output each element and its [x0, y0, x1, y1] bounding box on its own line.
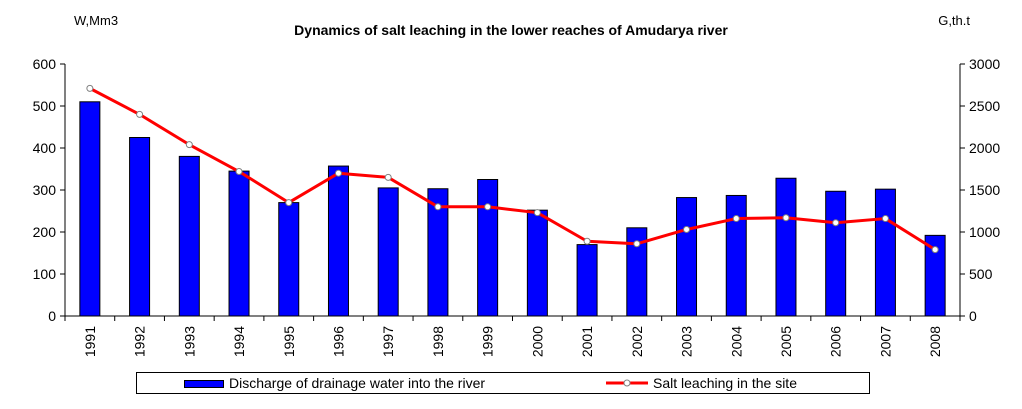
line-point-2005 — [782, 214, 790, 222]
line-point-1992 — [136, 110, 144, 118]
line-point-1998 — [434, 203, 442, 211]
bar-1999 — [477, 179, 499, 317]
line-point-1999 — [484, 203, 492, 211]
bar-1996 — [327, 165, 349, 317]
x-tick-label: 2002 — [629, 326, 645, 357]
line-point-2007 — [881, 215, 889, 223]
legend-line-label: Salt leaching in the site — [653, 375, 797, 391]
bar-2001 — [576, 244, 598, 317]
line-point-2000 — [533, 209, 541, 217]
line-series — [86, 84, 939, 254]
legend-line-swatch — [606, 379, 648, 387]
y-right-tick-label: 2500 — [969, 98, 1000, 114]
bar-1993 — [178, 155, 200, 317]
y-left-tick-label: 100 — [33, 266, 57, 282]
bar-1997 — [377, 187, 399, 317]
x-tick-label: 1993 — [181, 326, 197, 357]
y-left-tick-label: 500 — [33, 98, 57, 114]
bar-2005 — [775, 177, 797, 317]
y-axis-right-label: G,th.t — [938, 13, 970, 28]
line-point-1991 — [86, 84, 94, 92]
chart-title: Dynamics of salt leaching in the lower r… — [294, 22, 728, 38]
salt-line — [89, 87, 936, 251]
chart-axes: 0 100 200 300 400 500 600 0 500 1000 1500 2000 2500 3… — [33, 56, 1001, 324]
line-point-1993 — [185, 141, 193, 149]
bar-2002 — [626, 227, 648, 317]
bar-1992 — [129, 137, 151, 317]
line-point-1997 — [384, 173, 392, 181]
x-tick-label: 1995 — [281, 326, 297, 357]
line-point-1995 — [285, 199, 293, 207]
x-tick-labels: 1991 1992 1993 1994 1995 1996 1997 1998 1999 2000… — [82, 326, 943, 357]
x-tick-label: 2001 — [579, 326, 595, 357]
legend: Discharge of drainage water into the riv… — [136, 372, 870, 394]
line-point-2004 — [732, 215, 740, 223]
x-tick-label: 1991 — [82, 326, 98, 357]
bar-2007 — [874, 188, 896, 317]
y-right-tick-label: 3000 — [969, 56, 1000, 72]
legend-bar-swatch — [184, 380, 224, 388]
y-left-tick-label: 0 — [48, 308, 56, 324]
bar-2008 — [924, 234, 946, 317]
line-point-2002 — [633, 240, 641, 248]
x-tick-label: 1994 — [231, 326, 247, 357]
x-tick-label: 1996 — [330, 326, 346, 357]
x-tick-label: 2006 — [828, 326, 844, 357]
line-point-2003 — [683, 225, 691, 233]
bar-2006 — [825, 190, 847, 317]
y-right-tick-label: 1500 — [969, 182, 1000, 198]
bar-2004 — [725, 194, 747, 317]
x-tick-label: 2005 — [778, 326, 794, 357]
bar-1991 — [79, 101, 101, 317]
x-tick-label: 2004 — [728, 326, 744, 357]
bar-2003 — [676, 197, 698, 317]
bar-2000 — [526, 209, 548, 317]
y-left-tick-label: 300 — [33, 182, 57, 198]
x-tick-label: 2003 — [679, 326, 695, 357]
y-left-tick-label: 600 — [33, 56, 57, 72]
x-tick-label: 2000 — [529, 326, 545, 357]
bar-1995 — [278, 202, 300, 317]
x-tick-label: 1999 — [480, 326, 496, 357]
line-point-2006 — [832, 219, 840, 227]
y-right-tick-label: 500 — [969, 266, 993, 282]
y-right-tick-label: 1000 — [969, 224, 1000, 240]
line-point-1996 — [334, 169, 342, 177]
y-right-tick-label: 2000 — [969, 140, 1000, 156]
x-tick-label: 1997 — [380, 326, 396, 357]
x-tick-label: 1998 — [430, 326, 446, 357]
y-left-tick-label: 200 — [33, 224, 57, 240]
y-right-tick-label: 0 — [969, 308, 977, 324]
bar-1994 — [228, 170, 250, 317]
line-point-1994 — [235, 168, 243, 176]
x-tick-label: 2007 — [877, 326, 893, 357]
x-tick-label: 1992 — [132, 326, 148, 357]
y-left-tick-label: 400 — [33, 140, 57, 156]
line-point-2001 — [583, 237, 591, 245]
bar-series — [79, 101, 946, 317]
y-axis-left-label: W,Mm3 — [74, 13, 119, 28]
x-tick-label: 2008 — [927, 326, 943, 357]
line-point-2008 — [931, 246, 939, 254]
bar-1998 — [427, 188, 449, 317]
legend-bar-label: Discharge of drainage water into the riv… — [229, 375, 486, 391]
